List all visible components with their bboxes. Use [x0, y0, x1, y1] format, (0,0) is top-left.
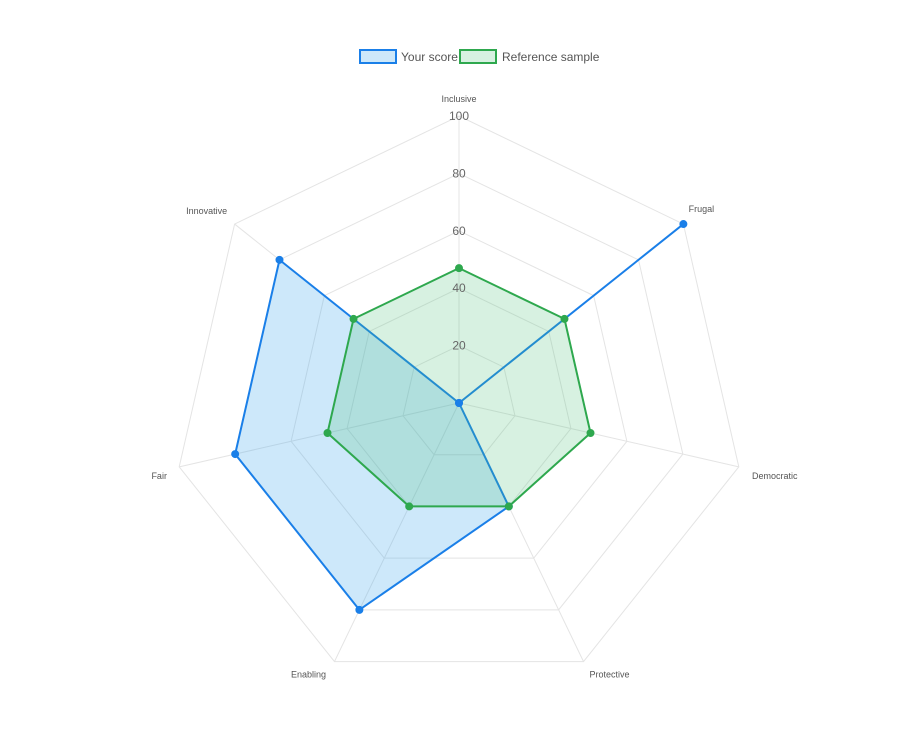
grid-spoke-fair	[179, 402, 460, 468]
data-point-reference-sample-fair[interactable]	[323, 429, 332, 438]
data-point-your-score-democratic[interactable]	[455, 399, 463, 407]
data-point-reference-sample-protective[interactable]	[504, 502, 513, 511]
grid-spoke-democratic	[458, 402, 739, 468]
data-point-reference-sample-democratic[interactable]	[586, 429, 595, 438]
data-point-reference-sample-frugal[interactable]	[560, 314, 569, 323]
axis-label-frugal: Frugal	[689, 204, 715, 214]
tick-label-80: 80	[452, 166, 466, 180]
legend-swatch-your-score	[359, 49, 397, 64]
legend-label-reference-sample: Reference sample	[502, 50, 600, 64]
legend-item-your-score[interactable]: Your score	[359, 49, 458, 64]
axis-label-innovative: Innovative	[186, 206, 227, 216]
series-area-your-score	[234, 223, 685, 611]
axis-label-protective: Protective	[590, 670, 630, 680]
tick-label-20: 20	[452, 339, 466, 353]
axis-label-inclusive: Inclusive	[441, 94, 476, 104]
tick-label-60: 60	[452, 224, 466, 238]
series-area-reference-sample	[326, 267, 592, 508]
data-point-your-score-enabling[interactable]	[355, 605, 364, 614]
radial-ticks: 20 40 60 80 100	[449, 109, 469, 353]
data-point-reference-sample-inclusive[interactable]	[455, 264, 463, 273]
grid-ring-100	[178, 115, 740, 663]
data-point-reference-sample-enabling[interactable]	[405, 502, 414, 511]
tick-label-100: 100	[449, 109, 469, 123]
data-point-reference-sample-innovative[interactable]	[349, 314, 358, 323]
data-point-your-score-innovative[interactable]	[275, 255, 284, 264]
grid-ring-20	[402, 345, 516, 456]
grid-ring-60	[290, 230, 628, 559]
radar-series	[231, 220, 688, 614]
data-point-your-score-frugal[interactable]	[679, 220, 688, 229]
axis-label-enabling: Enabling	[291, 670, 326, 680]
tick-label-40: 40	[452, 281, 466, 295]
data-point-your-score-fair[interactable]	[231, 450, 240, 459]
legend-label-your-score: Your score	[401, 50, 458, 64]
axis-label-fair: Fair	[151, 471, 167, 481]
axis-label-democratic: Democratic	[752, 471, 798, 481]
legend: Your score Reference sample	[359, 49, 600, 64]
axis-labels: Inclusive Frugal Democratic Protective Enabl…	[151, 94, 798, 680]
legend-swatch-reference-sample	[459, 49, 497, 64]
legend-item-reference-sample[interactable]: Reference sample	[459, 49, 600, 64]
grid-spoke-enabling	[334, 402, 460, 662]
